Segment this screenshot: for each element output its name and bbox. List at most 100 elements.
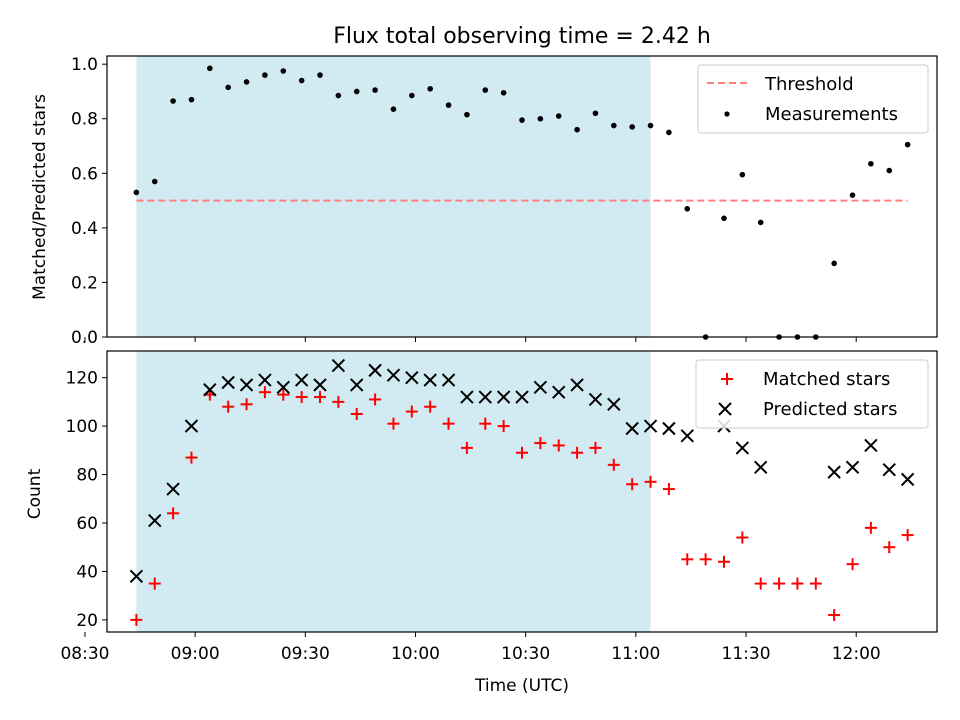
y-tick-label: 100 xyxy=(66,417,98,437)
measurement-point xyxy=(519,117,525,123)
predicted-star-point xyxy=(827,465,841,479)
predicted-star-point xyxy=(203,383,217,397)
x-ticks xyxy=(84,337,857,342)
y-tick-label: 0.2 xyxy=(71,273,98,293)
matched-star-point xyxy=(864,521,877,534)
predicted-star-point xyxy=(588,392,603,407)
y-tick-label: 80 xyxy=(76,466,98,486)
measurement-point xyxy=(445,102,452,108)
matched-star-point xyxy=(589,441,602,454)
legend: Threshold Measurements xyxy=(697,64,929,134)
predicted-star-point xyxy=(643,419,658,433)
y-tick-label: 1.0 xyxy=(71,55,98,75)
matched-star-point xyxy=(442,417,455,430)
measurement-point xyxy=(868,160,874,167)
predicted-star-point xyxy=(239,378,254,392)
matched-star-point xyxy=(516,446,528,459)
measurement-point xyxy=(243,79,250,85)
measurement-point xyxy=(666,129,672,136)
measurement-point xyxy=(188,96,195,103)
predicted-star-point xyxy=(294,373,309,387)
measurement-point xyxy=(886,167,893,174)
measurement-point xyxy=(739,171,746,178)
legend-box xyxy=(697,64,929,134)
predicted-star-point xyxy=(129,569,144,583)
predicted-star-point xyxy=(496,390,511,404)
measurement-point xyxy=(849,192,856,198)
matched-star-point xyxy=(295,391,308,404)
legend-predicted-label: Predicted stars xyxy=(763,399,897,420)
matched-star-point xyxy=(534,437,547,450)
matched-star-point xyxy=(277,388,290,401)
measurement-point xyxy=(592,110,599,117)
x-tick-label: 09:30 xyxy=(281,644,330,664)
matched-star-point xyxy=(314,391,327,404)
predicted-star-point xyxy=(184,419,199,433)
matched-star-point xyxy=(185,451,198,464)
matched-star-point xyxy=(222,400,235,413)
predicted-star-point xyxy=(515,390,529,404)
predicted-star-point xyxy=(662,421,676,436)
data-points xyxy=(133,65,911,340)
shaded-span xyxy=(136,56,651,337)
measurement-point xyxy=(904,141,911,148)
y-tick-label: 120 xyxy=(66,369,98,389)
legend-matched-swatch xyxy=(721,373,733,385)
y-tick-label: 20 xyxy=(76,611,98,631)
measurement-point xyxy=(207,65,213,72)
predicted-star-point xyxy=(607,397,621,412)
measurement-point xyxy=(757,219,764,226)
x-tick-label: 10:00 xyxy=(391,644,440,664)
x-tick-label: 08:30 xyxy=(60,644,109,664)
observing-span-shade xyxy=(136,56,651,337)
x-tick-label: 11:30 xyxy=(722,644,771,664)
measurement-point xyxy=(831,260,837,267)
measurement-point xyxy=(280,68,287,74)
y-tick-label: 60 xyxy=(76,514,98,534)
measurement-point xyxy=(721,215,727,222)
predicted-star-point xyxy=(864,438,878,453)
measurement-point xyxy=(555,113,562,119)
chart-title: Flux total observing time = 2.42 h xyxy=(333,24,711,49)
predicted-star-point xyxy=(368,363,382,378)
x-tick-label: 12:00 xyxy=(832,644,881,664)
measurement-point xyxy=(317,72,323,78)
predicted-star-point xyxy=(460,390,474,404)
predicted-star-point xyxy=(900,472,915,487)
measurement-point xyxy=(427,85,433,92)
matched-star-point xyxy=(846,558,859,571)
predicted-star-point xyxy=(423,373,437,387)
matched-star-point xyxy=(662,483,675,496)
predicted-star-point xyxy=(478,390,492,404)
matched-star-point xyxy=(167,507,180,520)
matched-star-point xyxy=(332,395,345,408)
matched-star-point xyxy=(369,393,382,406)
y-tick-label: 0.6 xyxy=(71,164,98,184)
matched-star-point xyxy=(773,577,786,590)
axes-frame xyxy=(106,55,938,338)
matched-star-point xyxy=(130,613,143,626)
measurement-point xyxy=(262,72,268,78)
predicted-star-point xyxy=(350,378,364,392)
y-ticks: 20 40 60 80 100 120 xyxy=(66,369,107,631)
legend-measurement-label: Measurements xyxy=(765,104,898,125)
matched-star-point xyxy=(405,405,418,418)
legend-threshold-label: Threshold xyxy=(764,74,854,95)
measurement-point xyxy=(500,90,507,96)
matched-star-point xyxy=(681,553,694,566)
matched-star-point xyxy=(791,577,804,590)
measurement-point xyxy=(353,88,360,95)
matched-star-point xyxy=(717,555,730,568)
axes-frame xyxy=(106,350,938,633)
matched-star-point xyxy=(883,541,896,554)
measurement-point xyxy=(629,124,635,130)
y-tick-label: 40 xyxy=(76,562,98,582)
legend: Matched stars Predicted stars xyxy=(695,359,929,429)
measurement-point xyxy=(684,205,691,212)
matched-star-point xyxy=(828,609,841,622)
y-ticks: 0.00.20.40.60.81.0 xyxy=(71,55,107,348)
matched-star-point xyxy=(387,417,400,430)
x-tick-label: 11:00 xyxy=(611,644,660,664)
x-ticks: 08:30 09:00 09:30 10:00 10:30 11:00 11:30 12:00 xyxy=(60,632,881,664)
matched-star-point xyxy=(460,441,473,454)
